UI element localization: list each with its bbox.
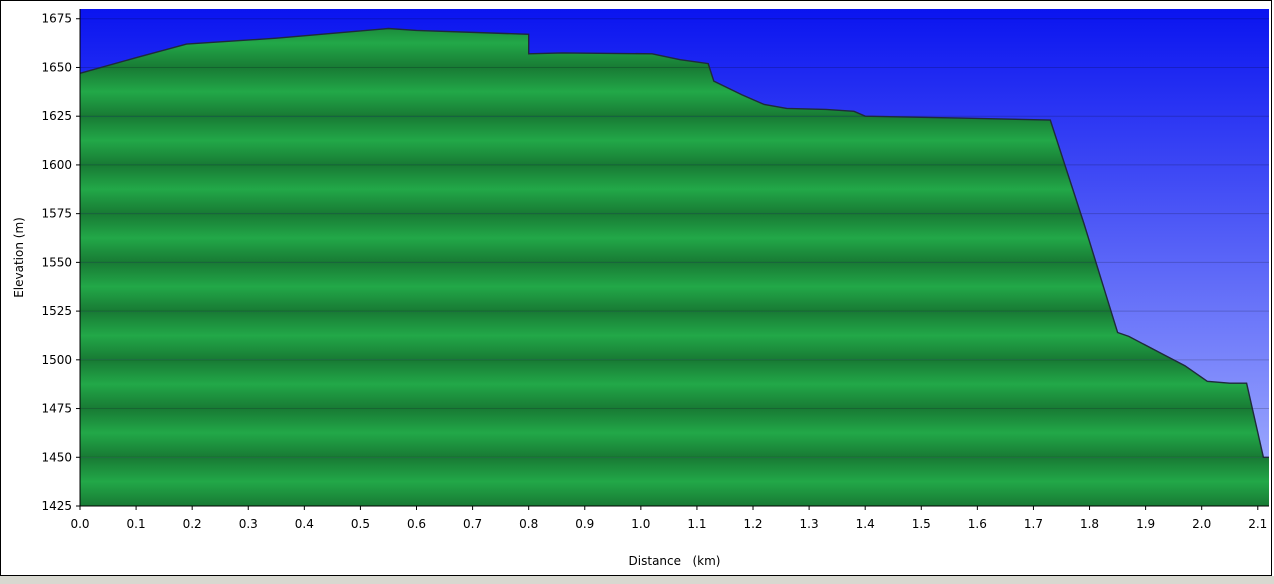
y-tick-label: 1675 xyxy=(41,12,72,26)
axes xyxy=(76,9,1269,510)
x-tick-label: 0.6 xyxy=(407,517,426,531)
x-tick-label: 1.2 xyxy=(743,517,762,531)
x-tick-label: 0.1 xyxy=(127,517,146,531)
elevation-line xyxy=(79,27,1269,458)
terrain-band xyxy=(80,311,1269,360)
window-bottom-strip xyxy=(0,576,1274,584)
x-tick-label: 0.2 xyxy=(183,517,202,531)
y-tick-label: 1500 xyxy=(41,353,72,367)
x-tick-label: 2.0 xyxy=(1192,517,1211,531)
x-tick-labels: 0.0 0.1 0.2 0.3 0.4 0.5 0.6 0.7 0.8 0.9 1.0 1.1 1.2 1… xyxy=(70,517,1267,531)
x-tick-label: 2.1 xyxy=(1248,517,1267,531)
y-tick-label: 1650 xyxy=(41,60,72,74)
x-tick-label: 1.1 xyxy=(687,517,706,531)
x-tick-label: 1.7 xyxy=(1024,517,1043,531)
x-tick-label: 0.9 xyxy=(575,517,594,531)
terrain-fill xyxy=(80,28,1269,506)
x-tick-label: 1.0 xyxy=(631,517,650,531)
y-tick-label: 1525 xyxy=(41,304,72,318)
y-tick-label: 1425 xyxy=(41,499,72,513)
y-tick-label: 1600 xyxy=(41,158,72,172)
x-tick-label: 1.6 xyxy=(968,517,987,531)
x-tick-label: 1.8 xyxy=(1080,517,1099,531)
y-tick-label: 1550 xyxy=(41,255,72,269)
x-tick-label: 1.3 xyxy=(800,517,819,531)
x-tick-label: 0.3 xyxy=(239,517,258,531)
y-tick-labels: 1425 1450 1475 1500 1525 1550 1575 1600 1625 1650… xyxy=(41,12,72,513)
x-tick-label: 0.4 xyxy=(295,517,314,531)
terrain-band xyxy=(80,408,1269,458)
x-tick-label: 0.0 xyxy=(70,517,89,531)
x-tick-label: 1.9 xyxy=(1136,517,1155,531)
y-axis-title: Elevation (m) xyxy=(12,217,26,298)
terrain-band xyxy=(80,359,1269,409)
terrain-band xyxy=(80,457,1269,506)
x-tick-label: 0.5 xyxy=(351,517,370,531)
x-axis-title: Distance (km) xyxy=(629,554,721,568)
x-tick-label: 1.5 xyxy=(912,517,931,531)
x-tick-label: 0.8 xyxy=(519,517,538,531)
terrain-band xyxy=(80,262,1269,312)
terrain-band xyxy=(80,213,1269,263)
x-tick-label: 1.4 xyxy=(856,517,875,531)
y-tick-label: 1450 xyxy=(41,450,72,464)
y-tick-label: 1625 xyxy=(41,109,72,123)
y-tick-label: 1475 xyxy=(41,402,72,416)
x-tick-label: 0.7 xyxy=(463,517,482,531)
y-tick-label: 1575 xyxy=(41,207,72,221)
